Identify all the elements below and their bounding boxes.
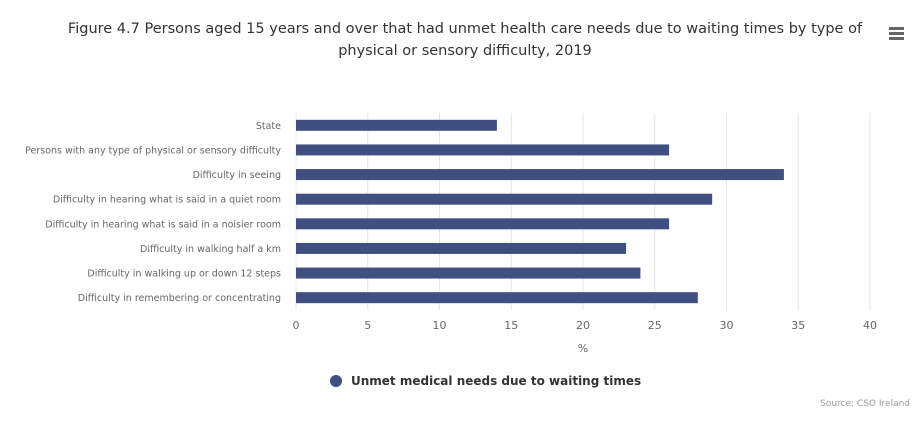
- x-axis-label: %: [578, 342, 588, 355]
- category-label: Persons with any type of physical or sen…: [25, 145, 281, 156]
- legend-marker: [330, 375, 342, 387]
- category-labels: State Persons with any type of physical o…: [25, 121, 281, 304]
- category-label: Difficulty in walking half a km: [140, 244, 281, 255]
- category-label: Difficulty in walking up or down 12 step…: [87, 269, 281, 280]
- category-label: Difficulty in hearing what is said in a …: [45, 219, 281, 230]
- x-tick-labels: 0 5 10 15 20 25 30 35 40: [293, 319, 878, 332]
- category-label: State: [256, 121, 281, 132]
- x-tick-label: 5: [364, 319, 371, 332]
- gridlines: [295, 113, 871, 310]
- bar[interactable]: [296, 267, 641, 279]
- x-tick-label: 25: [648, 319, 662, 332]
- source-credit: Source: CSO Ireland: [820, 399, 910, 409]
- x-tick-label: 15: [504, 319, 518, 332]
- category-label: Difficulty in hearing what is said in a …: [53, 195, 281, 206]
- x-tick-label: 0: [293, 319, 300, 332]
- bar[interactable]: [296, 193, 713, 205]
- x-tick-label: 30: [720, 319, 734, 332]
- legend-item[interactable]: Unmet medical needs due to waiting times: [330, 374, 641, 388]
- x-tick-label: 40: [863, 319, 877, 332]
- bar[interactable]: [296, 242, 627, 254]
- bar[interactable]: [296, 119, 497, 131]
- x-tick-label: 35: [791, 319, 805, 332]
- bar[interactable]: [296, 292, 698, 304]
- x-tick-label: 20: [576, 319, 590, 332]
- bars: [296, 119, 784, 304]
- bar[interactable]: [296, 169, 784, 181]
- bar[interactable]: [296, 144, 670, 156]
- category-label: Difficulty in remembering or concentrati…: [78, 293, 281, 304]
- legend-label: Unmet medical needs due to waiting times: [351, 374, 642, 388]
- chart-title: Figure 4.7 Persons aged 15 years and ove…: [67, 21, 863, 59]
- hamburger-menu-icon[interactable]: [886, 24, 906, 44]
- category-label: Difficulty in seeing: [193, 170, 281, 181]
- x-tick-label: 10: [433, 319, 447, 332]
- bar[interactable]: [296, 218, 670, 230]
